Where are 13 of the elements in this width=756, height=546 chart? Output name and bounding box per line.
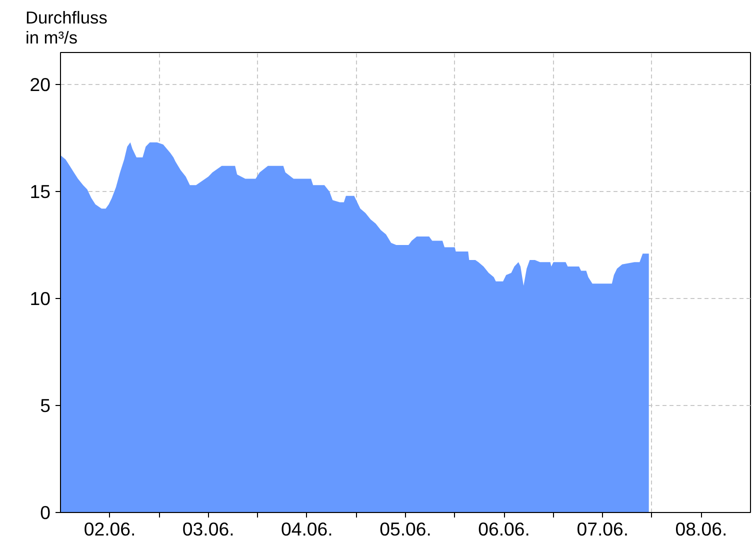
x-tick-label: 06.06. bbox=[478, 518, 530, 540]
x-tick-label: 05.06. bbox=[380, 518, 432, 540]
x-tick-label: 07.06. bbox=[576, 518, 629, 540]
y-axis-title: Durchfluss in m³/s bbox=[26, 8, 108, 48]
x-tick-label: 02.06. bbox=[84, 518, 136, 540]
y-tick-label: 15 bbox=[30, 181, 51, 202]
y-tick-label: 10 bbox=[30, 288, 51, 310]
x-tick-label: 08.06. bbox=[675, 518, 728, 540]
y-tick-label: 20 bbox=[30, 74, 51, 96]
x-tick-label: 04.06. bbox=[280, 518, 333, 540]
y-tick-label: 0 bbox=[40, 502, 51, 523]
x-tick-label: 03.06. bbox=[182, 518, 234, 540]
y-tick-label: 5 bbox=[40, 395, 51, 416]
